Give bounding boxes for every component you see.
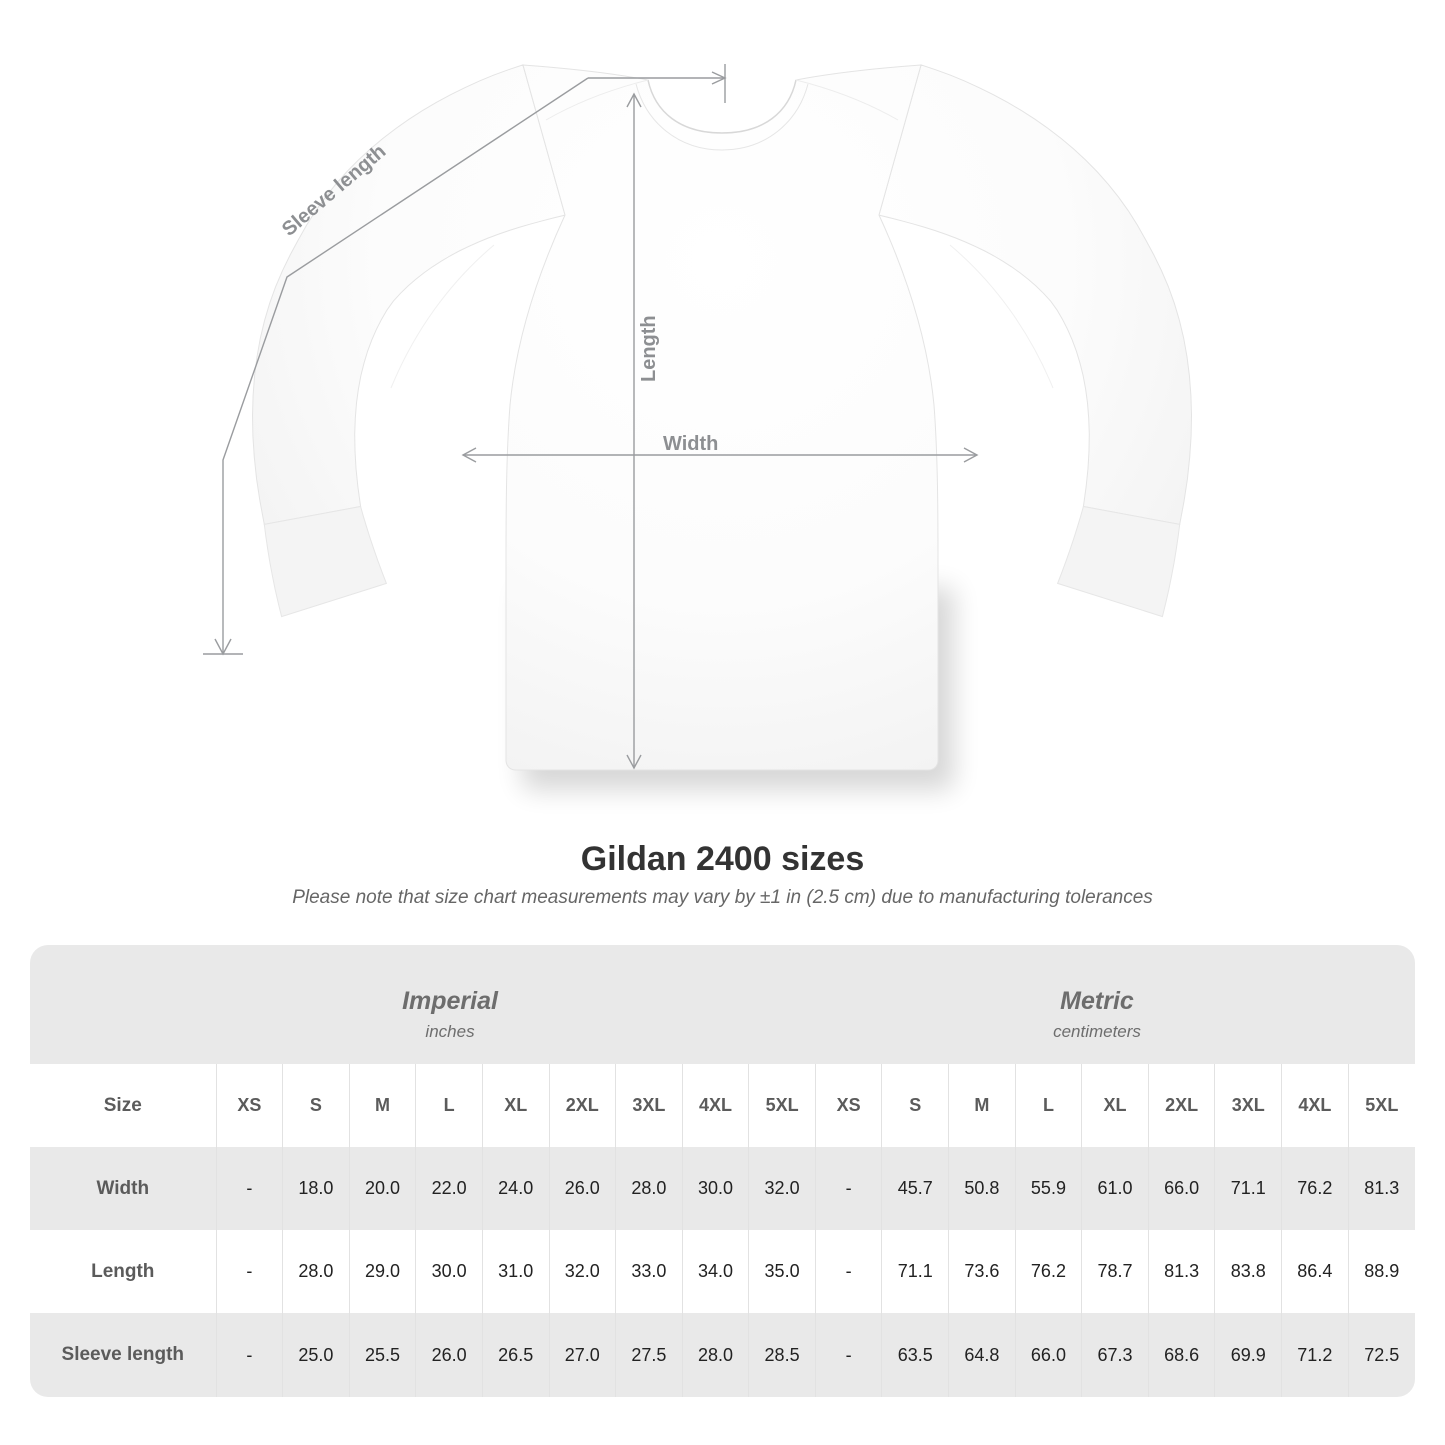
svg-text:Width: Width xyxy=(663,433,718,455)
svg-text:Length: Length xyxy=(638,315,660,382)
